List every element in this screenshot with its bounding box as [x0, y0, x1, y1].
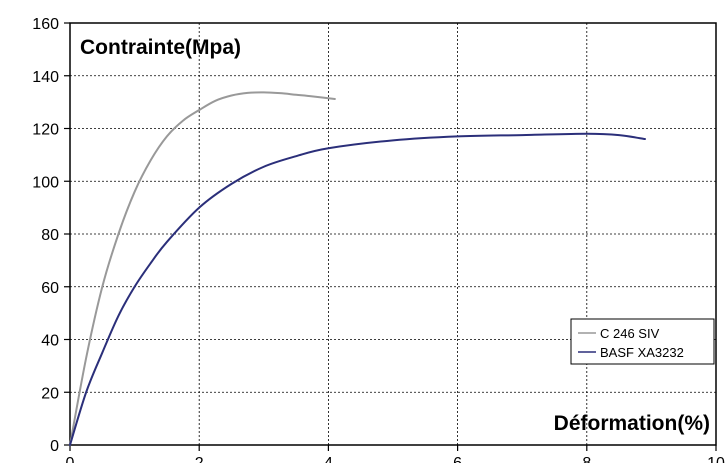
ticks-layer: 0 20 40 60 80 100 120 140 160 0 2 4 6 8 10: [32, 16, 725, 468]
y-tick-label: 40: [41, 333, 59, 350]
y-tick-label: 100: [32, 174, 59, 191]
x-tick-label: 4: [324, 455, 333, 463]
series-layer: [69, 91, 646, 446]
x-tick-label: 0: [66, 455, 75, 463]
y-tick-label: 140: [32, 69, 59, 86]
x-axis-title: Déformation(%): [554, 412, 710, 435]
x-tick-label: 6: [453, 455, 462, 463]
y-tick-label: 0: [50, 438, 59, 455]
x-tick-label: 2: [195, 455, 204, 463]
y-tick-label: 20: [41, 385, 59, 402]
series-line-c246-siv: [69, 91, 336, 446]
legend-box: [570, 318, 715, 365]
x-tick-label: 8: [582, 455, 591, 463]
chart-legend: C 246 SIV BASF XA3232: [570, 318, 715, 365]
x-tick-label: 10: [707, 455, 725, 463]
y-tick-label: 160: [32, 16, 59, 33]
legend-label-c246-siv: C 246 SIV: [600, 326, 660, 341]
legend-label-basf-xa3232: BASF XA3232: [600, 345, 684, 360]
y-tick-label: 80: [41, 227, 59, 244]
y-axis-title: Contrainte(Mpa): [80, 36, 241, 59]
y-tick-label: 120: [32, 122, 59, 139]
series-line-basf-xa3232: [69, 132, 646, 446]
y-tick-label: 60: [41, 280, 59, 297]
